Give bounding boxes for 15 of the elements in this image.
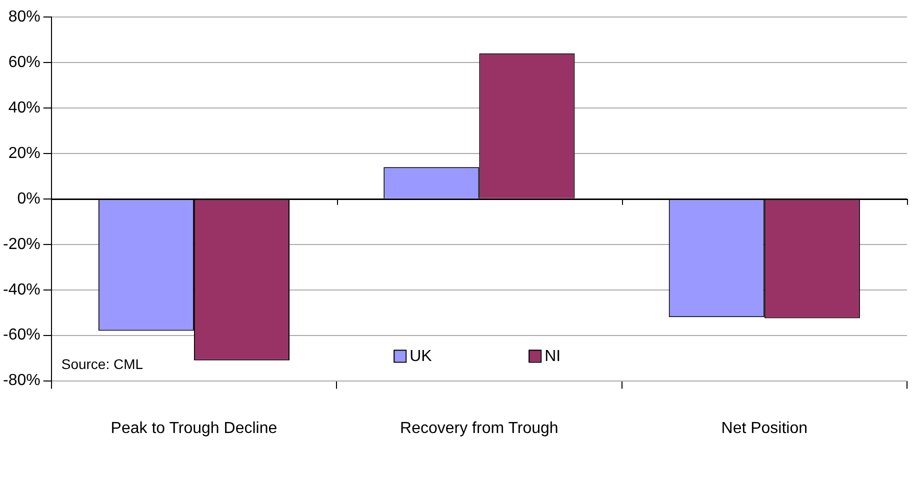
- y-tick-label: -40%: [2, 281, 40, 298]
- y-tick-label: 80%: [8, 8, 40, 26]
- y-tick-label: 60%: [8, 54, 40, 71]
- y-tick-label: -80%: [2, 372, 40, 390]
- y-tick-label: -60%: [2, 326, 40, 344]
- y-tick-label: 20%: [8, 144, 40, 162]
- y-tick-label: 0%: [17, 190, 40, 208]
- x-tick-label: Peak to Trough Decline: [110, 420, 278, 437]
- x-tick-label: Recovery from Trough: [400, 420, 558, 437]
- y-tick-label: 40%: [8, 99, 40, 116]
- legend-label: NI: [544, 348, 561, 366]
- y-tick-label: -20%: [2, 236, 40, 253]
- x-tick-label: Net Position: [721, 420, 808, 437]
- annotation: Source: CML: [61, 356, 144, 372]
- legend-label: UK: [410, 348, 432, 366]
